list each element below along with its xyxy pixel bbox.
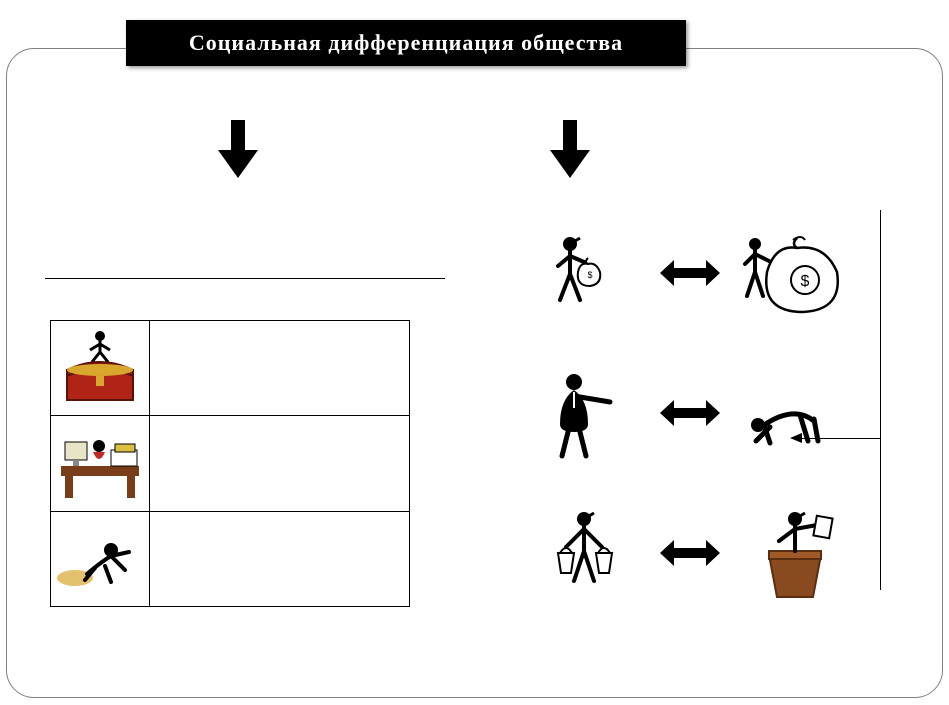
- treasure-chest-icon: [57, 326, 143, 406]
- office-desk-icon: [55, 420, 145, 502]
- cell-label-3: [150, 512, 410, 607]
- double-arrow-icon: [660, 538, 720, 573]
- double-arrow-icon: [660, 398, 720, 433]
- worker-buckets-icon: [525, 507, 645, 603]
- title-bar: Социальная дифференциация общества: [126, 20, 686, 66]
- speaker-podium-icon: [735, 505, 855, 605]
- crawling-person-icon: [55, 522, 145, 592]
- picto-row-wealth: $ $: [525, 230, 855, 320]
- table-row: [51, 512, 410, 607]
- svg-text:$: $: [801, 273, 810, 290]
- boss-pointing-icon: [525, 370, 645, 460]
- picto-row-prestige: [525, 510, 855, 600]
- person-small-bag-icon: $: [525, 232, 645, 318]
- picto-row-power: [525, 370, 855, 460]
- cell-label-1: [150, 321, 410, 416]
- right-vertical-rule: [880, 210, 881, 590]
- person-bowing-icon: [735, 375, 855, 455]
- cell-icon-treasure: [51, 321, 150, 416]
- double-arrow-icon: [660, 258, 720, 293]
- table-row: [51, 321, 410, 416]
- stratification-table: [50, 320, 410, 607]
- title-text: Социальная дифференциация общества: [189, 30, 623, 56]
- cell-label-2: [150, 416, 410, 512]
- table-row: [51, 416, 410, 512]
- arrow-down-right: [550, 120, 590, 178]
- svg-text:$: $: [587, 270, 592, 280]
- cell-icon-desk: [51, 416, 150, 512]
- person-big-bag-icon: $: [735, 230, 855, 320]
- cell-icon-crawl: [51, 512, 150, 607]
- left-section-rule: [45, 278, 445, 279]
- arrow-down-left: [218, 120, 258, 178]
